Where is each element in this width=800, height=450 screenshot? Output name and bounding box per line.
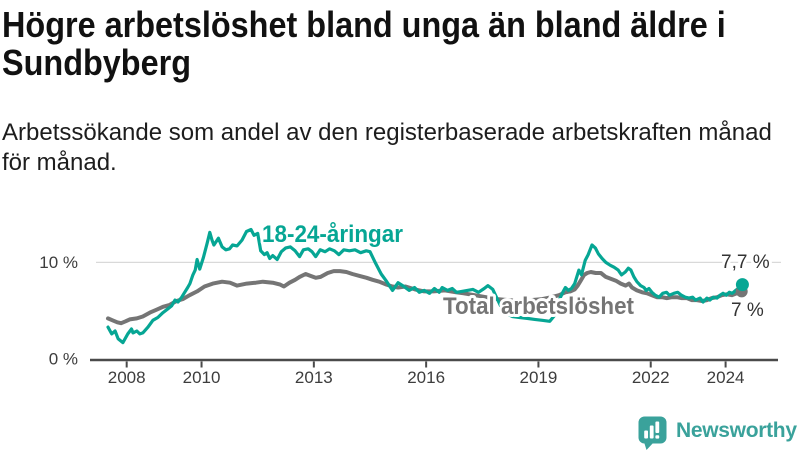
page-title: Högre arbetslöshet bland unga än bland ä… bbox=[2, 4, 726, 84]
series-line-youth bbox=[106, 227, 744, 345]
end-value-label-youth: 7,7 % bbox=[721, 252, 770, 273]
y-tick-label: 10 % bbox=[39, 253, 78, 272]
series-label-youth: 18-24-åringar bbox=[262, 221, 403, 248]
x-tick-label: 2010 bbox=[183, 368, 221, 387]
x-tick-label: 2016 bbox=[407, 368, 445, 387]
series-label-total: Total arbetslöshet bbox=[443, 293, 634, 320]
x-tick-label: 2008 bbox=[108, 368, 146, 387]
newsworthy-logo-text: Newsworthy bbox=[676, 419, 797, 442]
x-tick-label: 2019 bbox=[520, 368, 558, 387]
x-tick-label: 2022 bbox=[632, 368, 670, 387]
page-subtitle: Arbetssökande som andel av den registerb… bbox=[2, 119, 772, 177]
x-tick-label: 2013 bbox=[295, 368, 333, 387]
x-tick-label: 2024 bbox=[707, 368, 745, 387]
end-value-label-total: 7 % bbox=[731, 300, 764, 321]
newsworthy-logo: Newsworthy bbox=[638, 416, 797, 450]
series-end-dot-youth bbox=[735, 278, 749, 292]
series-line-total bbox=[106, 269, 744, 326]
y-tick-label: 0 % bbox=[49, 350, 78, 369]
newsworthy-logo-icon bbox=[638, 416, 667, 450]
